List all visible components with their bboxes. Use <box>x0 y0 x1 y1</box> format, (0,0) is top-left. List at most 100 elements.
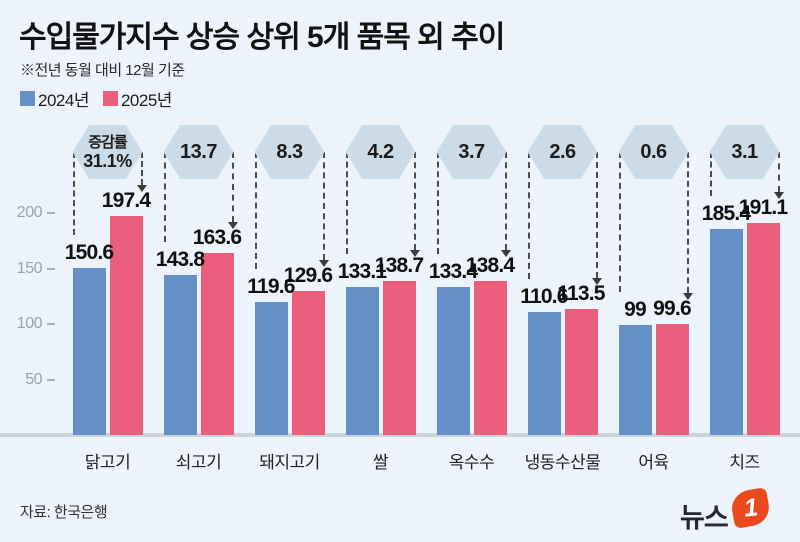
arrow-down-icon <box>318 260 329 268</box>
bar-2024 <box>527 312 561 435</box>
change-rate-value: 3.1 <box>731 140 758 163</box>
dashed-guide-right <box>777 152 780 192</box>
dashed-guide-right <box>140 152 143 185</box>
value-label-2024: 185.4 <box>701 202 751 226</box>
change-rate-value: 3.7 <box>458 140 485 163</box>
y-tick-label: 150 <box>16 259 43 277</box>
dashed-guide-right <box>413 152 416 251</box>
value-label-2024: 133.1 <box>337 260 387 284</box>
change-rate-badge: 3.7 <box>436 125 507 179</box>
dashed-guide-left <box>436 152 439 254</box>
category-label: 쌀 <box>372 453 389 472</box>
value-label-2025: 191.1 <box>738 195 788 219</box>
legend-swatch-2024 <box>20 91 35 106</box>
value-label-2025: 138.7 <box>374 254 424 278</box>
dashed-guide-left <box>72 152 75 235</box>
change-rate-badge: 13.7 <box>163 125 234 179</box>
bar-2025 <box>564 309 598 435</box>
dashed-guide-right <box>231 152 234 223</box>
change-rate-badge: 4.2 <box>345 125 416 179</box>
change-rate-badge: 3.1 <box>709 125 780 179</box>
change-rate-value: 31.1% <box>83 150 132 171</box>
bar-2025 <box>382 281 416 435</box>
y-tick-label: 50 <box>25 370 42 388</box>
legend-label-2024: 2024년 <box>38 91 89 110</box>
source-note: 자료: 한국은행 <box>20 504 108 521</box>
value-label-2025: 138.4 <box>465 254 515 278</box>
value-label-2025: 99.6 <box>653 297 691 321</box>
change-rate-badge: 2.6 <box>527 125 598 179</box>
logo-badge-number: 1 <box>742 492 759 523</box>
bar-2024 <box>345 287 379 435</box>
value-label-2025: 163.6 <box>192 226 242 250</box>
y-tick: 50 <box>0 370 55 390</box>
category-label: 어육 <box>638 453 669 472</box>
news1-logo: 뉴스 1 <box>680 487 790 533</box>
change-rate-title: 증감률 <box>88 133 127 151</box>
arrow-down-icon <box>773 191 784 199</box>
change-rate-value: 13.7 <box>180 140 217 163</box>
y-tick-mark <box>47 323 55 325</box>
value-label-2025: 129.6 <box>283 264 333 288</box>
dashed-guide-left <box>163 152 166 243</box>
value-label-2024: 99 <box>624 298 647 322</box>
category-label: 냉동수산물 <box>524 453 601 472</box>
y-tick-mark <box>47 267 55 270</box>
dashed-guide-right <box>595 152 598 278</box>
change-rate-value: 4.2 <box>367 140 394 163</box>
page-title: 수입물가지수 상승 상위 5개 품목 외 추이 <box>19 21 505 54</box>
legend-label-2025: 2025년 <box>120 91 172 110</box>
bar-2025 <box>200 253 234 435</box>
category-label: 치즈 <box>729 453 760 472</box>
arrow-down-icon <box>227 222 238 230</box>
dashed-guide-left <box>618 152 621 293</box>
bar-2024 <box>618 325 652 435</box>
category-label: 쇠고기 <box>175 453 222 472</box>
legend-item-2025: 2025년 <box>102 86 172 111</box>
value-label-2025: 197.4 <box>101 188 151 212</box>
change-rate-badge: 8.3 <box>254 125 325 179</box>
bar-2024 <box>254 302 288 435</box>
value-label-2024: 110.6 <box>520 285 568 309</box>
change-rate-badge: 0.6 <box>618 125 689 179</box>
dashed-guide-left <box>254 152 257 270</box>
arrow-down-icon <box>409 250 420 258</box>
arrow-down-icon <box>591 278 602 285</box>
bar-2024 <box>72 267 106 435</box>
category-label: 닭고기 <box>84 453 131 472</box>
dashed-guide-left <box>709 152 712 197</box>
y-tick-label: 100 <box>16 315 43 332</box>
arrow-down-icon <box>682 293 693 301</box>
y-tick: 200 <box>0 203 55 223</box>
dashed-guide-left <box>345 152 348 255</box>
y-tick-mark <box>47 212 55 214</box>
bar-2025 <box>655 324 689 435</box>
bar-2025 <box>746 222 780 435</box>
value-label-2024: 119.6 <box>247 275 295 299</box>
change-rate-value: 8.3 <box>276 140 303 163</box>
change-rate-value: 2.6 <box>549 140 576 163</box>
category-label: 옥수수 <box>448 453 495 472</box>
change-rate-value: 0.6 <box>640 140 667 163</box>
bar-2024 <box>163 275 197 435</box>
category-label: 돼지고기 <box>259 453 320 472</box>
value-label-2025: 113.5 <box>557 282 605 305</box>
logo-text: 뉴스 <box>680 503 729 533</box>
y-tick-mark <box>47 378 55 381</box>
bar-2025 <box>291 291 325 435</box>
bar-2025 <box>473 281 507 435</box>
bar-2024 <box>709 229 743 435</box>
chart-note: ※전년 동월 대비 12월 기준 <box>20 62 185 79</box>
bar-2025 <box>109 215 143 435</box>
dashed-guide-right <box>322 152 325 261</box>
bar-2024 <box>436 286 470 435</box>
arrow-down-icon <box>500 250 511 258</box>
arrow-down-icon <box>136 184 147 192</box>
legend: 2024년 2025년 <box>20 86 172 111</box>
y-tick: 150 <box>0 259 55 279</box>
value-label-2024: 143.8 <box>155 248 205 272</box>
dashed-guide-right <box>686 152 689 294</box>
dashed-guide-left <box>527 152 530 280</box>
